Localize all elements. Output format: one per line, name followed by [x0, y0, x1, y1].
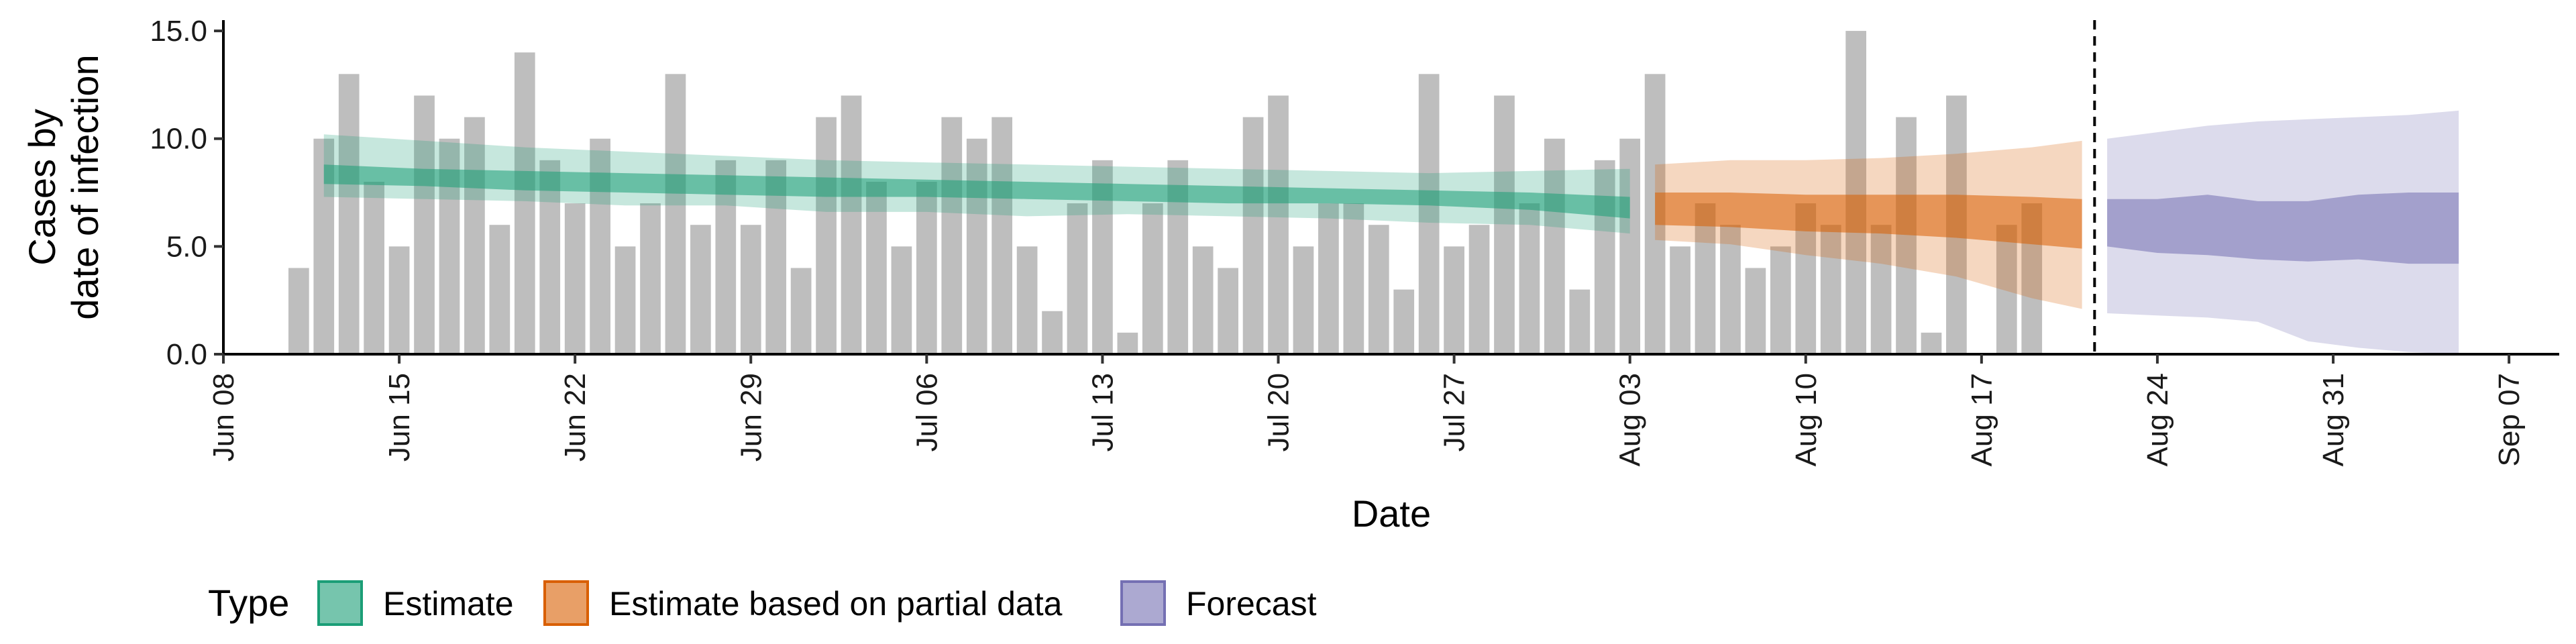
case-bar [388, 246, 410, 353]
case-bar [1418, 74, 1440, 354]
estimate-bands [323, 110, 2459, 354]
case-bar [1117, 332, 1138, 353]
case-bar [916, 181, 937, 353]
case-bar [1067, 203, 1088, 353]
estimate-based-on-partial-data-50-band [1655, 193, 2082, 249]
legend-title: Type [208, 582, 289, 624]
case-bar [1368, 225, 1389, 353]
legend-key-estimate [317, 580, 363, 626]
case-bar [690, 225, 711, 353]
case-bar [1444, 246, 1464, 353]
x-tick-label: Jun 15 [383, 373, 416, 462]
case-bar [1318, 203, 1339, 353]
case-bar [1218, 268, 1238, 353]
case-bar [489, 225, 511, 353]
y-axis-title: Cases by date of infection [21, 54, 106, 319]
legend-label-estimate: Estimate [383, 585, 514, 623]
x-tick-label: Aug 10 [1790, 373, 1823, 466]
case-bar [841, 95, 862, 354]
case-bar [1293, 246, 1314, 353]
case-bar [790, 268, 812, 353]
case-bar [288, 268, 309, 353]
case-bar [1996, 225, 2017, 353]
case-bar [1845, 31, 1867, 354]
forecast-50-band [2107, 193, 2459, 264]
case-bar [564, 203, 586, 353]
x-axis-ticks: Jun 08 Jun 15 Jun 22 Jun 29 Jul 06 Jul 13 Jul … [207, 354, 2526, 466]
case-bar [1544, 138, 1565, 354]
case-bar [1268, 95, 1289, 354]
case-bar [1921, 332, 1942, 353]
legend-label-partial-estimate: Estimate based on partial data [609, 585, 1063, 623]
case-bar [338, 74, 360, 354]
y-axis-title-line-1: Cases by [21, 109, 63, 265]
case-bar [1720, 225, 1741, 353]
case-bar [1242, 117, 1264, 354]
case-bar [614, 246, 636, 353]
x-tick-label: Jul 06 [910, 373, 943, 451]
case-bar [1393, 289, 1415, 353]
case-bar [640, 203, 661, 353]
x-tick-label: Jun 22 [559, 373, 592, 462]
case-bar [1569, 289, 1591, 353]
case-bar [991, 117, 1013, 354]
y-tick-label: 5.0 [166, 230, 207, 263]
y-tick-label: 0.0 [166, 338, 207, 371]
estimate-50-band [323, 164, 1630, 219]
legend-key-partial-estimate [543, 580, 589, 626]
case-bar [891, 246, 912, 353]
case-bar [1142, 203, 1163, 353]
x-tick-label: Jul 27 [1438, 373, 1471, 451]
y-tick-label: 10.0 [150, 123, 207, 156]
x-tick-label: Jul 20 [1263, 373, 1295, 451]
case-bar [1594, 160, 1615, 353]
legend-label-forecast: Forecast [1186, 585, 1317, 623]
y-axis-title-line-2: date of infection [64, 54, 106, 319]
x-tick-label: Aug 17 [1966, 373, 1998, 466]
case-bar [1745, 268, 1766, 353]
case-bar [1343, 203, 1364, 353]
x-tick-label: Sep 07 [2493, 373, 2526, 466]
case-bar [539, 160, 561, 353]
case-bar [514, 52, 535, 354]
y-axis-ticks: 0.0 5.0 10.0 15.0 [150, 15, 223, 371]
case-bar [1670, 246, 1690, 353]
case-bar [414, 95, 435, 354]
case-bar [1042, 311, 1063, 353]
case-bar [866, 181, 887, 353]
case-bar [1820, 225, 1841, 353]
case-bar [665, 74, 686, 354]
case-bar [966, 138, 987, 354]
y-tick-label: 15.0 [150, 15, 207, 48]
case-bar [1016, 246, 1038, 353]
case-bar [941, 117, 963, 354]
legend: Type Estimate Estimate based on partial … [208, 580, 1317, 626]
case-bar [1192, 246, 1214, 353]
x-tick-label: Aug 03 [1614, 373, 1647, 466]
case-bar [1695, 203, 1716, 353]
case-bar [1619, 138, 1641, 354]
observed-cases-bars [288, 31, 2043, 354]
x-tick-label: Jun 08 [207, 373, 240, 462]
case-bar [1519, 203, 1540, 353]
legend-key-forecast [1120, 580, 1166, 626]
case-bar [1494, 95, 1515, 354]
x-tick-label: Aug 24 [2141, 373, 2174, 466]
case-bar [740, 225, 761, 353]
x-axis-title: Date [1352, 492, 1431, 535]
case-bar [1870, 225, 1892, 353]
x-tick-label: Jul 13 [1086, 373, 1119, 451]
case-bar [1468, 225, 1490, 353]
case-bar [464, 117, 485, 354]
case-bar [816, 117, 837, 354]
x-tick-label: Aug 31 [2317, 373, 2350, 466]
case-bar [1770, 246, 1791, 353]
case-bar [364, 181, 384, 353]
x-tick-label: Jun 29 [735, 373, 767, 462]
